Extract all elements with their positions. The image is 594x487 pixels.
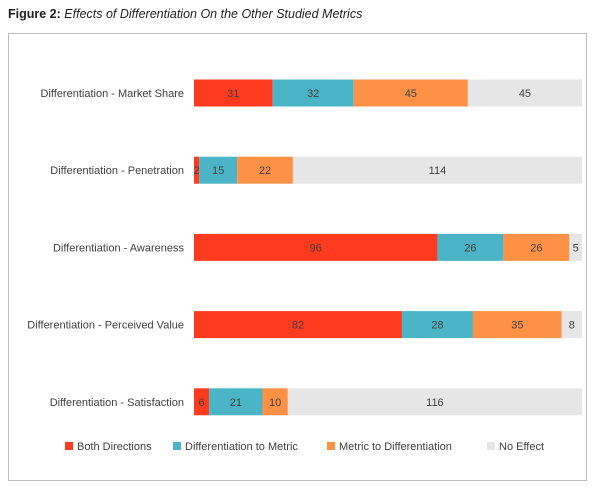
category-label: Differentiation - Penetration [50, 165, 184, 177]
legend-label-differentiation-to-metric: Differentiation to Metric [185, 441, 298, 453]
bar-segment-differentiation-to-metric [199, 156, 238, 184]
legend-label-no-effect: No Effect [499, 441, 544, 453]
data-label: 35 [511, 320, 523, 332]
data-label: 114 [429, 165, 447, 177]
bar-segment-no-effect [292, 156, 582, 184]
legend-swatch-no-effect [487, 442, 495, 450]
category-label: Differentiation - Market Share [41, 88, 184, 100]
bar-segment-no-effect [287, 388, 582, 416]
stacked-bar-chart: Differentiation - Market Share 31 32 45 45 Di… [27, 79, 582, 453]
bar-segment-both-directions [194, 79, 273, 107]
data-label: 5 [573, 242, 579, 254]
data-label: 15 [212, 165, 224, 177]
legend-swatch-metric-to-differentiation [327, 442, 335, 450]
category-label: Differentiation - Satisfaction [50, 397, 184, 409]
category-label: Differentiation - Awareness [53, 242, 185, 254]
bar-segment-differentiation-to-metric [437, 233, 504, 261]
data-label: 45 [405, 88, 417, 100]
bar-segment-differentiation-to-metric [401, 311, 473, 339]
data-label: 6 [199, 397, 205, 409]
bar-segment-both-directions [194, 311, 402, 339]
legend-label-metric-to-differentiation: Metric to Differentiation [339, 441, 452, 453]
bar-segment-metric-to-differentiation [353, 79, 468, 107]
figure-number: Figure 2: [8, 7, 61, 21]
legend-swatch-both-directions [65, 442, 73, 450]
figure-title-text: Effects of Differentiation On the Other … [64, 7, 363, 21]
bar-segment-no-effect [467, 79, 582, 107]
data-label: 116 [426, 397, 444, 409]
data-label: 26 [530, 242, 542, 254]
bar-segment-both-directions [194, 233, 438, 261]
bar-segment-differentiation-to-metric [272, 79, 354, 107]
data-label: 45 [519, 88, 531, 100]
chart-frame: Differentiation - Market Share 31 32 45 45 Di… [8, 33, 587, 481]
data-label: 2 [193, 165, 199, 177]
bar-segment-metric-to-differentiation [472, 311, 562, 339]
data-label: 26 [464, 242, 476, 254]
data-label: 22 [259, 165, 271, 177]
data-label: 82 [292, 320, 304, 332]
data-label: 31 [227, 88, 239, 100]
bar-segment-differentiation-to-metric [209, 388, 263, 416]
category-label: Differentiation - Perceived Value [27, 320, 184, 332]
legend-swatch-differentiation-to-metric [173, 442, 181, 450]
data-label: 8 [569, 320, 575, 332]
bar-segment-metric-to-differentiation [262, 388, 288, 416]
bar-segment-both-directions [194, 156, 200, 184]
figure-title: Figure 2: Effects of Differentiation On … [8, 7, 362, 21]
data-label: 10 [269, 397, 281, 409]
bar-segment-no-effect [569, 233, 582, 261]
data-label: 96 [310, 242, 322, 254]
bar-segment-no-effect [561, 311, 582, 339]
bar-segment-both-directions [194, 388, 210, 416]
data-label: 28 [431, 320, 443, 332]
bar-segment-metric-to-differentiation [237, 156, 293, 184]
legend-label-both-directions: Both Directions [77, 441, 152, 453]
data-label: 32 [307, 88, 319, 100]
data-label: 21 [230, 397, 242, 409]
bar-segment-metric-to-differentiation [503, 233, 570, 261]
